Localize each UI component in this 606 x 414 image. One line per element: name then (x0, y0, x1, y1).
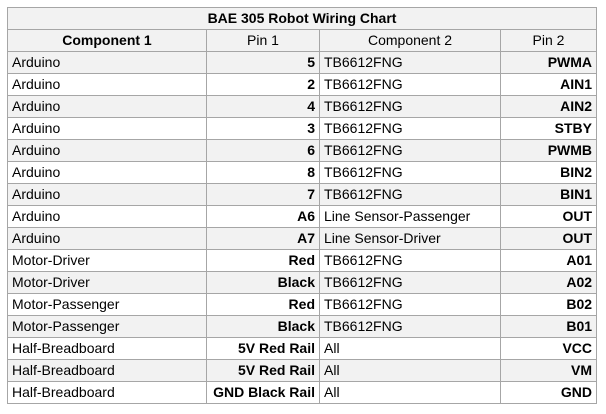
pin-2-cell[interactable]: OUT (499, 205, 598, 228)
component-2-cell[interactable]: TB6612FNG (319, 51, 501, 74)
component-2-cell[interactable]: TB6612FNG (319, 139, 501, 162)
component-1-cell[interactable]: Half-Breadboard (7, 381, 207, 404)
component-1-cell[interactable]: Arduino (7, 51, 207, 74)
table-body: Arduino 5 TB6612FNG PWMA Arduino 2 TB6612FNG AI… (7, 51, 598, 404)
table-row: Motor-Driver Red TB6612FNG A01 (7, 249, 598, 272)
component-2-cell[interactable]: TB6612FNG (319, 271, 501, 294)
component-1-cell[interactable]: Arduino (7, 95, 207, 118)
wiring-chart-sheet: BAE 305 Robot Wiring Chart Component 1 P… (6, 7, 598, 404)
pin-2-cell[interactable]: BIN1 (499, 183, 598, 206)
pin-1-cell[interactable]: 4 (206, 95, 320, 118)
pin-1-cell[interactable]: A7 (206, 227, 320, 250)
pin-2-cell[interactable]: AIN1 (499, 73, 598, 96)
title-row: BAE 305 Robot Wiring Chart (6, 7, 598, 30)
pin-1-cell[interactable]: Black (206, 271, 320, 294)
table-row: Arduino 6 TB6612FNG PWMB (7, 139, 598, 162)
pin-1-cell[interactable]: 5 (206, 51, 320, 74)
component-1-cell[interactable]: Motor-Driver (7, 249, 207, 272)
table-row: Motor-Passenger Black TB6612FNG B01 (7, 315, 598, 338)
table-row: Arduino 5 TB6612FNG PWMA (7, 51, 598, 74)
component-2-cell[interactable]: TB6612FNG (319, 183, 501, 206)
component-2-cell[interactable]: TB6612FNG (319, 315, 501, 338)
pin-2-cell[interactable]: OUT (499, 227, 598, 250)
chart-title[interactable]: BAE 305 Robot Wiring Chart (6, 7, 598, 30)
table-row: Motor-Passenger Red TB6612FNG B02 (7, 293, 598, 316)
component-2-cell[interactable]: TB6612FNG (319, 293, 501, 316)
table-row: Arduino 2 TB6612FNG AIN1 (7, 73, 598, 96)
header-component-1[interactable]: Component 1 (7, 29, 207, 52)
component-2-cell[interactable]: TB6612FNG (319, 161, 501, 184)
pin-2-cell[interactable]: AIN2 (499, 95, 598, 118)
component-1-cell[interactable]: Arduino (7, 73, 207, 96)
table-row: Arduino 8 TB6612FNG BIN2 (7, 161, 598, 184)
component-1-cell[interactable]: Motor-Driver (7, 271, 207, 294)
pin-2-cell[interactable]: PWMB (499, 139, 598, 162)
pin-1-cell[interactable]: Red (206, 293, 320, 316)
header-pin-2[interactable]: Pin 2 (499, 29, 598, 52)
component-2-cell[interactable]: TB6612FNG (319, 73, 501, 96)
pin-1-cell[interactable]: 8 (206, 161, 320, 184)
pin-2-cell[interactable]: A01 (499, 249, 598, 272)
wiring-chart-table: BAE 305 Robot Wiring Chart Component 1 P… (6, 7, 598, 404)
pin-2-cell[interactable]: STBY (499, 117, 598, 140)
pin-2-cell[interactable]: BIN2 (499, 161, 598, 184)
table-row: Half-Breadboard 5V Red Rail All VCC (7, 337, 598, 360)
component-1-cell[interactable]: Half-Breadboard (7, 359, 207, 382)
pin-1-cell[interactable]: 3 (206, 117, 320, 140)
component-2-cell[interactable]: Line Sensor-Passenger (319, 205, 501, 228)
pin-2-cell[interactable]: VCC (499, 337, 598, 360)
component-2-cell[interactable]: TB6612FNG (319, 249, 501, 272)
component-1-cell[interactable]: Arduino (7, 183, 207, 206)
component-2-cell[interactable]: All (319, 381, 501, 404)
component-2-cell[interactable]: TB6612FNG (319, 95, 501, 118)
component-1-cell[interactable]: Half-Breadboard (7, 337, 207, 360)
pin-2-cell[interactable]: A02 (499, 271, 598, 294)
component-2-cell[interactable]: All (319, 337, 501, 360)
pin-1-cell[interactable]: Black (206, 315, 320, 338)
pin-2-cell[interactable]: PWMA (499, 51, 598, 74)
table-row: Arduino A6 Line Sensor-Passenger OUT (7, 205, 598, 228)
component-1-cell[interactable]: Motor-Passenger (7, 293, 207, 316)
pin-1-cell[interactable]: Red (206, 249, 320, 272)
header-row: Component 1 Pin 1 Component 2 Pin 2 (7, 29, 598, 52)
pin-2-cell[interactable]: B02 (499, 293, 598, 316)
pin-1-cell[interactable]: A6 (206, 205, 320, 228)
component-1-cell[interactable]: Arduino (7, 139, 207, 162)
pin-1-cell[interactable]: 5V Red Rail (206, 337, 320, 360)
component-2-cell[interactable]: Line Sensor-Driver (319, 227, 501, 250)
component-1-cell[interactable]: Arduino (7, 227, 207, 250)
pin-1-cell[interactable]: 2 (206, 73, 320, 96)
component-1-cell[interactable]: Arduino (7, 161, 207, 184)
component-1-cell[interactable]: Motor-Passenger (7, 315, 207, 338)
table-row: Arduino A7 Line Sensor-Driver OUT (7, 227, 598, 250)
pin-2-cell[interactable]: GND (499, 381, 598, 404)
table-row: Half-Breadboard 5V Red Rail All VM (7, 359, 598, 382)
table-row: Motor-Driver Black TB6612FNG A02 (7, 271, 598, 294)
pin-2-cell[interactable]: B01 (499, 315, 598, 338)
component-1-cell[interactable]: Arduino (7, 117, 207, 140)
pin-1-cell[interactable]: 6 (206, 139, 320, 162)
component-2-cell[interactable]: TB6612FNG (319, 117, 501, 140)
table-row: Arduino 4 TB6612FNG AIN2 (7, 95, 598, 118)
pin-1-cell[interactable]: 5V Red Rail (206, 359, 320, 382)
table-row: Arduino 3 TB6612FNG STBY (7, 117, 598, 140)
header-pin-1[interactable]: Pin 1 (206, 29, 320, 52)
component-2-cell[interactable]: All (319, 359, 501, 382)
table-row: Arduino 7 TB6612FNG BIN1 (7, 183, 598, 206)
pin-1-cell[interactable]: 7 (206, 183, 320, 206)
header-component-2[interactable]: Component 2 (319, 29, 501, 52)
table-row: Half-Breadboard GND Black Rail All GND (7, 381, 598, 404)
component-1-cell[interactable]: Arduino (7, 205, 207, 228)
pin-2-cell[interactable]: VM (499, 359, 598, 382)
pin-1-cell[interactable]: GND Black Rail (206, 381, 320, 404)
